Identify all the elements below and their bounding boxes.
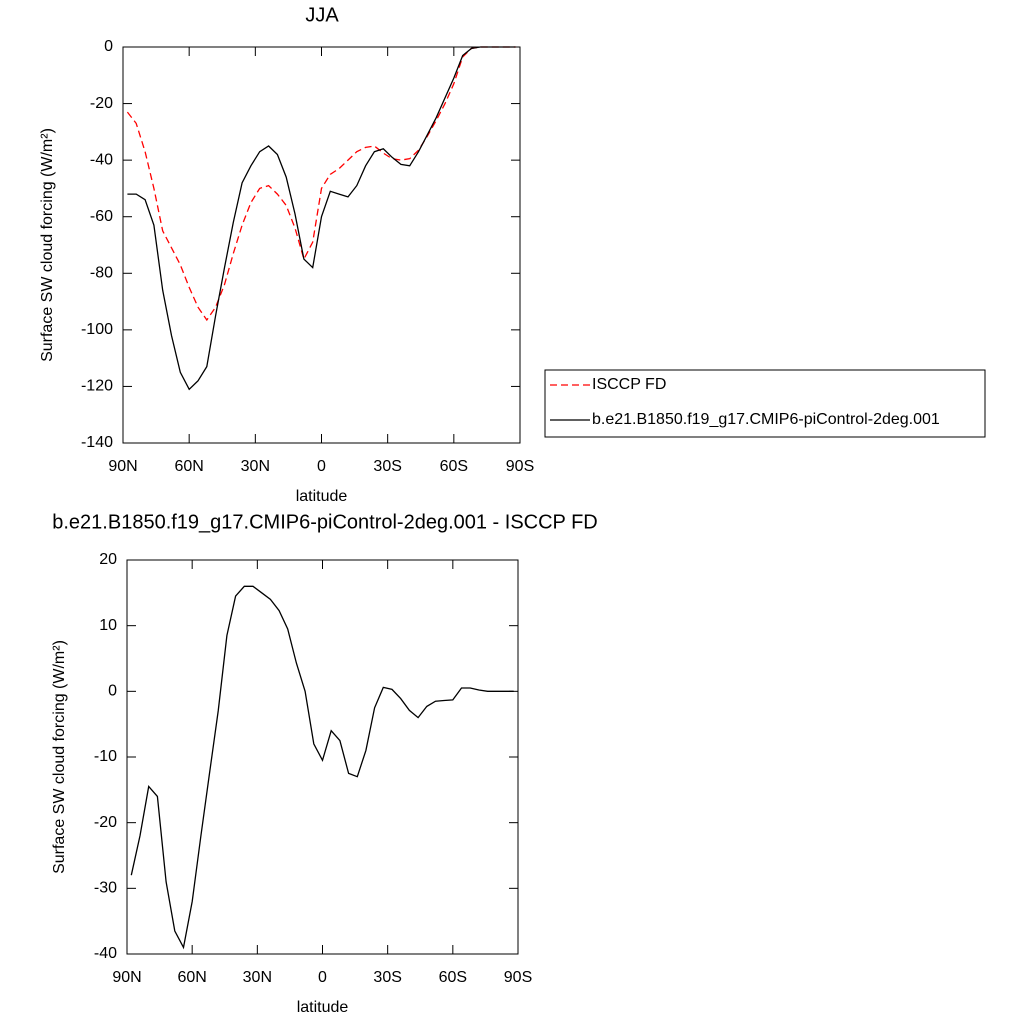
plot-frame [126,559,519,955]
y-tick-label: -20 [94,814,117,831]
y-tick-label: -40 [90,151,113,168]
x-tick-label: 60N [174,458,203,475]
legend-label: b.e21.B1850.f19_g17.CMIP6-piControl-2deg… [592,411,940,428]
y-tick-label: 20 [99,551,117,568]
x-tick-label: 90S [504,969,532,986]
y-tick-label: -120 [81,378,113,395]
x-tick-label: 30N [241,458,270,475]
y-tick-label: 0 [104,38,113,55]
x-tick-label: 30S [373,969,401,986]
y-axis-label: Surface SW cloud forcing (W/m²) [51,640,68,874]
y-tick-label: -140 [81,434,113,451]
x-axis-label: latitude [297,999,349,1016]
data-line [127,46,516,391]
legend-box [544,369,986,438]
data-line [126,46,516,322]
x-tick-label: 60S [440,458,468,475]
x-tick-label: 30N [243,969,272,986]
y-tick-label: -60 [90,208,113,225]
legend-label: ISCCP FD [592,376,666,393]
x-tick-label: 0 [317,458,326,475]
x-tick-label: 30S [373,458,401,475]
y-tick-label: -30 [94,880,117,897]
y-tick-label: -80 [90,265,113,282]
plot-frame [122,46,521,444]
y-tick-label: -10 [94,748,117,765]
chart-title: JJA [305,4,339,26]
x-tick-label: 90N [112,969,141,986]
chart-title: b.e21.B1850.f19_g17.CMIP6-piControl-2deg… [52,511,598,533]
y-tick-label: -40 [94,945,117,962]
x-tick-label: 60S [439,969,467,986]
y-tick-label: -20 [90,95,113,112]
x-tick-label: 60N [177,969,206,986]
x-tick-label: 90S [506,458,534,475]
y-tick-label: 0 [108,683,117,700]
data-line [130,585,514,950]
y-tick-label: 10 [99,617,117,634]
y-tick-label: -100 [81,321,113,338]
x-tick-label: 0 [318,969,327,986]
x-tick-label: 90N [108,458,137,475]
y-axis-label: Surface SW cloud forcing (W/m²) [39,128,56,362]
x-axis-label: latitude [296,488,348,505]
